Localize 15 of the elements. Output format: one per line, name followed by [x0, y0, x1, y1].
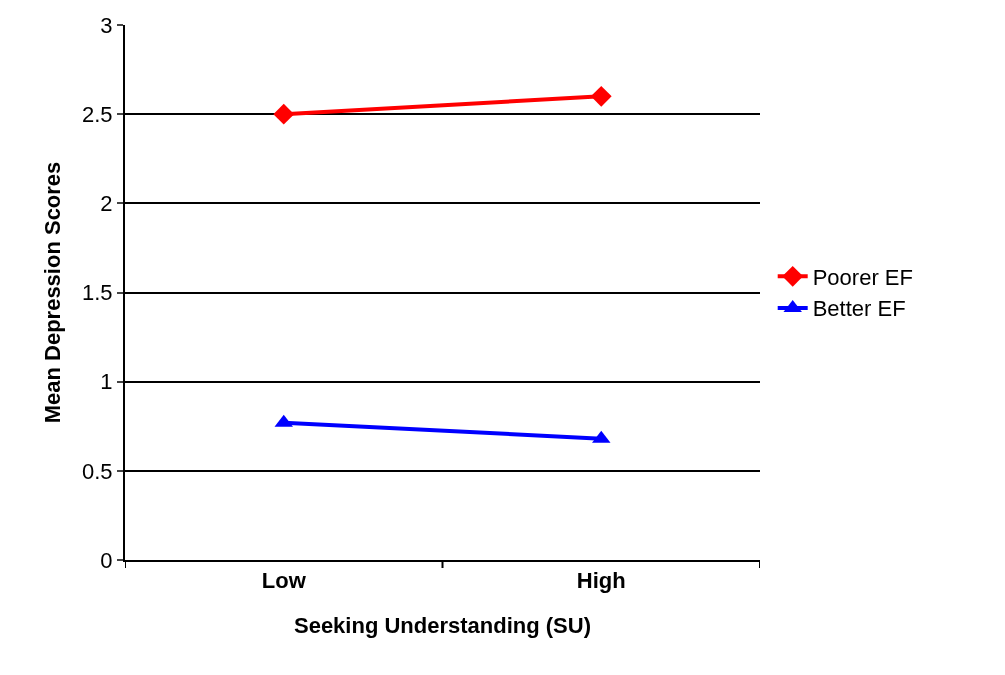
x-axis-title: Seeking Understanding (SU)	[293, 612, 592, 638]
y-tick-label: 2	[100, 191, 113, 217]
x-tick-label: High	[576, 568, 626, 594]
y-tick-label: 0	[100, 547, 113, 573]
y-tick-label: 1.5	[82, 280, 113, 306]
x-tick-label: Low	[261, 568, 307, 594]
y-tick-label: 3	[100, 12, 113, 38]
point	[273, 103, 295, 125]
y-axis-title: Mean Depression Scores	[40, 161, 66, 424]
point	[590, 85, 612, 107]
legend-label: Poorer EF	[812, 264, 913, 290]
legend-label: Better EF	[812, 296, 906, 322]
y-tick-label: 1	[100, 369, 113, 395]
y-tick-label: 2.5	[82, 101, 113, 127]
y-tick-label: 0.5	[82, 458, 113, 484]
